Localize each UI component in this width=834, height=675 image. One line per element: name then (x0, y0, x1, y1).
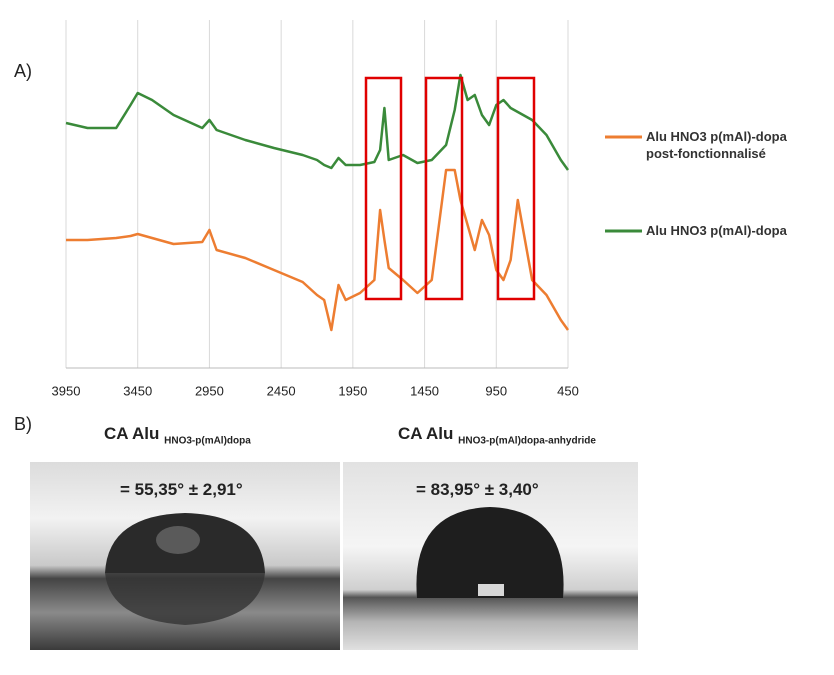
x-tick-label: 950 (485, 383, 507, 398)
highlight-box (424, 76, 464, 301)
title-subscript: HNO3-p(mAl)dopa-anhydride (458, 435, 596, 447)
panel-label: A) (14, 61, 32, 81)
x-tick-label: 1950 (338, 383, 367, 398)
x-tick-label: 2450 (267, 383, 296, 398)
title-text: CA Alu (104, 424, 160, 443)
highlight-box (364, 76, 403, 301)
image-title: CA Alu HNO3-p(mAl)dopa (104, 424, 251, 446)
x-tick-label: 450 (557, 383, 579, 398)
series-line (65, 73, 570, 171)
contact-angle-value: = 55,35° ± 2,91° (120, 480, 243, 499)
x-tick-label: 2950 (195, 383, 224, 398)
title-text: CA Alu (398, 424, 454, 443)
contact-angle-value: = 83,95° ± 3,40° (416, 480, 539, 499)
image-title: CA Alu HNO3-p(mAl)dopa-anhydride (398, 424, 596, 446)
legend-label: Alu HNO3 p(mAl)-dopa post-fonctionnalisé (646, 129, 787, 161)
x-tick-label: 3950 (52, 383, 81, 398)
series-line (66, 168, 570, 332)
contact-angle-image (30, 462, 340, 650)
highlight-box (496, 76, 536, 301)
title-subscript: HNO3-p(mAl)dopa (164, 435, 251, 447)
contact-angle-image (343, 462, 638, 650)
legend-label: Alu HNO3 p(mAl)-dopa (646, 223, 787, 238)
panel-label: B) (14, 414, 32, 434)
x-tick-label: 1450 (410, 383, 439, 398)
x-tick-label: 3450 (123, 383, 152, 398)
